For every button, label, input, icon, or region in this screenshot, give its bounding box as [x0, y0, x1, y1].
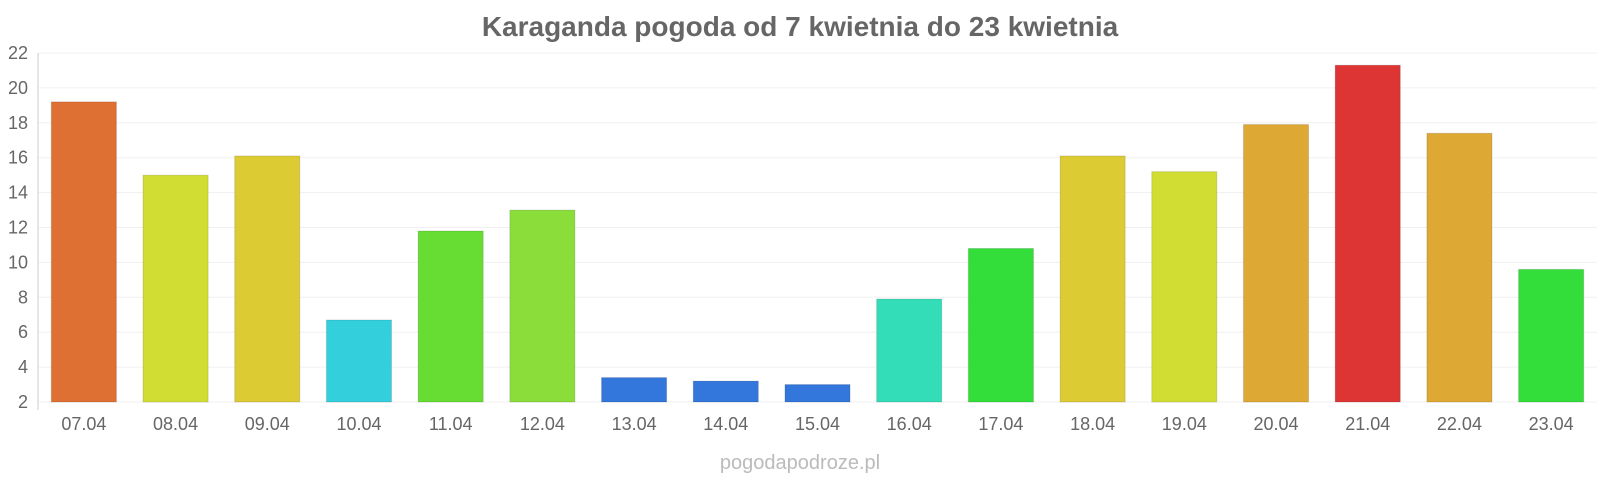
x-tick-label: 14.04 — [703, 414, 748, 434]
y-tick-label: 14 — [8, 183, 28, 203]
watermark: pogodapodroze.pl — [720, 452, 880, 474]
bar-14.04 — [692, 380, 759, 403]
x-tick-label: 17.04 — [978, 414, 1023, 434]
x-tick-label: 23.04 — [1529, 414, 1574, 434]
x-tick-label: 07.04 — [61, 414, 106, 434]
bar-12.04 — [509, 209, 576, 403]
y-tick-label: 16 — [8, 148, 28, 168]
bar-08.04 — [142, 174, 209, 403]
x-tick-label: 09.04 — [245, 414, 290, 434]
bar-15.04 — [784, 384, 851, 403]
x-tick-label: 19.04 — [1162, 414, 1207, 434]
bar-11.04 — [417, 230, 484, 403]
y-tick-label: 10 — [8, 252, 28, 272]
y-tick-label: 2 — [18, 392, 28, 412]
x-axis: 07.04 08.04 09.04 10.04 11.04 12.04 13.04 14.04… — [61, 414, 1573, 434]
x-tick-label: 21.04 — [1345, 414, 1390, 434]
x-tick-label: 18.04 — [1070, 414, 1115, 434]
x-tick-label: 11.04 — [429, 414, 473, 434]
y-tick-label: 6 — [18, 322, 28, 342]
chart-title: Karaganda pogoda od 7 kwietnia do 23 kwi… — [482, 11, 1119, 42]
y-tick-label: 4 — [18, 357, 28, 377]
x-tick-label: 13.04 — [612, 414, 657, 434]
x-tick-label: 08.04 — [153, 414, 198, 434]
x-tick-label: 16.04 — [887, 414, 932, 434]
y-tick-label: 8 — [18, 287, 28, 307]
bar-09.04 — [234, 155, 301, 403]
x-tick-label: 12.04 — [520, 414, 565, 434]
y-tick-label: 18 — [8, 113, 28, 133]
y-axis: 2 4 6 8 10 12 14 16 18 20 22 — [8, 43, 39, 412]
bar-18.04 — [1059, 155, 1126, 403]
x-tick-label: 15.04 — [795, 414, 840, 434]
y-tick-label: 12 — [8, 218, 28, 238]
bar-16.04 — [876, 298, 943, 403]
bar-13.04 — [601, 377, 668, 403]
y-tick-label: 22 — [8, 43, 28, 63]
bar-22.04 — [1426, 132, 1493, 403]
bar-20.04 — [1242, 124, 1310, 403]
bar-07.04 — [50, 101, 117, 403]
x-tick-label: 10.04 — [336, 414, 381, 434]
x-tick-label: 22.04 — [1437, 414, 1482, 434]
bars — [50, 64, 1585, 403]
bar-21.04 — [1334, 64, 1401, 403]
bar-10.04 — [325, 319, 393, 403]
bar-19.04 — [1151, 171, 1218, 403]
y-tick-label: 20 — [8, 78, 28, 98]
x-tick-label: 20.04 — [1254, 414, 1299, 434]
bar-23.04 — [1518, 268, 1585, 403]
bar-17.04 — [967, 247, 1034, 403]
